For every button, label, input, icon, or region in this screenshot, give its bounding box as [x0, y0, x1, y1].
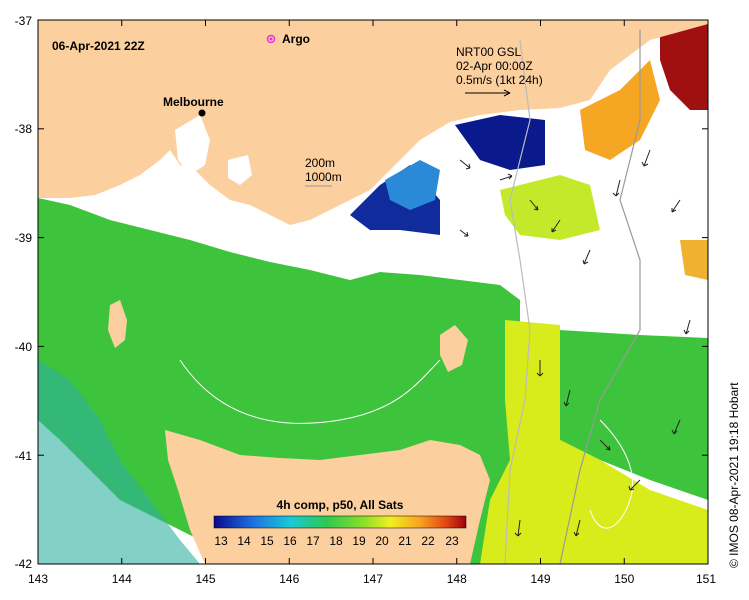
- sst-red-region: [660, 20, 708, 110]
- colorbar-tick: 17: [306, 534, 320, 548]
- colorbar-tick: 19: [352, 534, 366, 548]
- lat-tick-label: -39: [15, 231, 33, 245]
- colorbar-tick: 21: [398, 534, 412, 548]
- colorbar-gradient: [213, 515, 467, 529]
- lon-tick-label: 148: [447, 572, 467, 586]
- sst-orange-east: [680, 240, 708, 280]
- current-info-line2: 02-Apr 00:00Z: [456, 59, 533, 73]
- lon-tick-labels: 143 144 145 146 147 148 149 150 151: [28, 572, 716, 586]
- lon-tick-label: 143: [28, 572, 48, 586]
- sst-blue-region: [455, 115, 545, 170]
- sst-isotherm: [179, 359, 441, 424]
- sst-yellow-north: [500, 175, 600, 240]
- colorbar-tick: 14: [237, 534, 251, 548]
- melbourne-marker: [198, 109, 206, 117]
- sst-isotherm-east: [589, 419, 634, 529]
- lat-tick-labels: -37 -38 -39 -40 -41 -42: [15, 14, 33, 571]
- current-info-line3: 0.5m/s (1kt 24h): [456, 73, 543, 87]
- western-port-bay: [228, 155, 252, 185]
- lon-tick-label: 145: [195, 572, 215, 586]
- lat-tick-label: -40: [15, 340, 33, 354]
- depth-label-1000m: 1000m: [305, 170, 342, 184]
- colorbar: 4h comp, p50, All Sats 13 14 15 16 17 18…: [213, 498, 467, 548]
- current-scale-arrow: [465, 89, 511, 97]
- lon-tick-label: 147: [363, 572, 383, 586]
- lon-tick-label: 150: [614, 572, 634, 586]
- lat-tick-label: -42: [15, 557, 33, 571]
- sst-green-east: [560, 330, 708, 500]
- city-label-melbourne: Melbourne: [163, 95, 224, 109]
- credit-label: © IMOS 08-Apr-2021 19:18 Hobart: [727, 382, 741, 568]
- colorbar-tick: 20: [375, 534, 389, 548]
- sst-green-west: [38, 360, 200, 564]
- axis-ticks: [37, 20, 708, 564]
- lat-tick-label: -41: [15, 449, 33, 463]
- lat-tick-label: -38: [15, 122, 33, 136]
- argo-label: Argo: [282, 32, 310, 46]
- depth-contour-1000m: [559, 30, 641, 564]
- sst-yellow-region: [480, 320, 708, 564]
- sst-cyan-patch: [385, 160, 440, 210]
- lon-tick-label: 146: [279, 572, 299, 586]
- port-phillip-bay: [175, 115, 210, 175]
- lat-tick-label: -37: [15, 14, 33, 28]
- current-info-line1: NRT00 GSL: [456, 45, 521, 59]
- lon-tick-label: 149: [530, 572, 550, 586]
- land-flinders-island: [440, 325, 468, 372]
- lon-tick-label: 151: [696, 572, 716, 586]
- map-timestamp: 06-Apr-2021 22Z: [52, 39, 145, 53]
- colorbar-tick: 18: [329, 534, 343, 548]
- argo-marker: [266, 34, 276, 44]
- colorbar-tick: 23: [445, 534, 459, 548]
- colorbar-title: 4h comp, p50, All Sats: [277, 498, 404, 512]
- land-tasmania: [165, 430, 490, 564]
- land-victoria: [38, 20, 708, 225]
- depth-contour-200m: [504, 39, 531, 564]
- depth-label-200m: 200m: [305, 156, 335, 170]
- colorbar-tick: 22: [421, 534, 435, 548]
- colorbar-tick: 16: [283, 534, 297, 548]
- map-plot-area: [38, 20, 708, 564]
- current-arrows: [459, 149, 691, 537]
- colorbar-tick: 13: [214, 534, 228, 548]
- colorbar-tick: 15: [260, 534, 274, 548]
- lon-tick-label: 144: [112, 572, 132, 586]
- land-king-island: [108, 300, 127, 348]
